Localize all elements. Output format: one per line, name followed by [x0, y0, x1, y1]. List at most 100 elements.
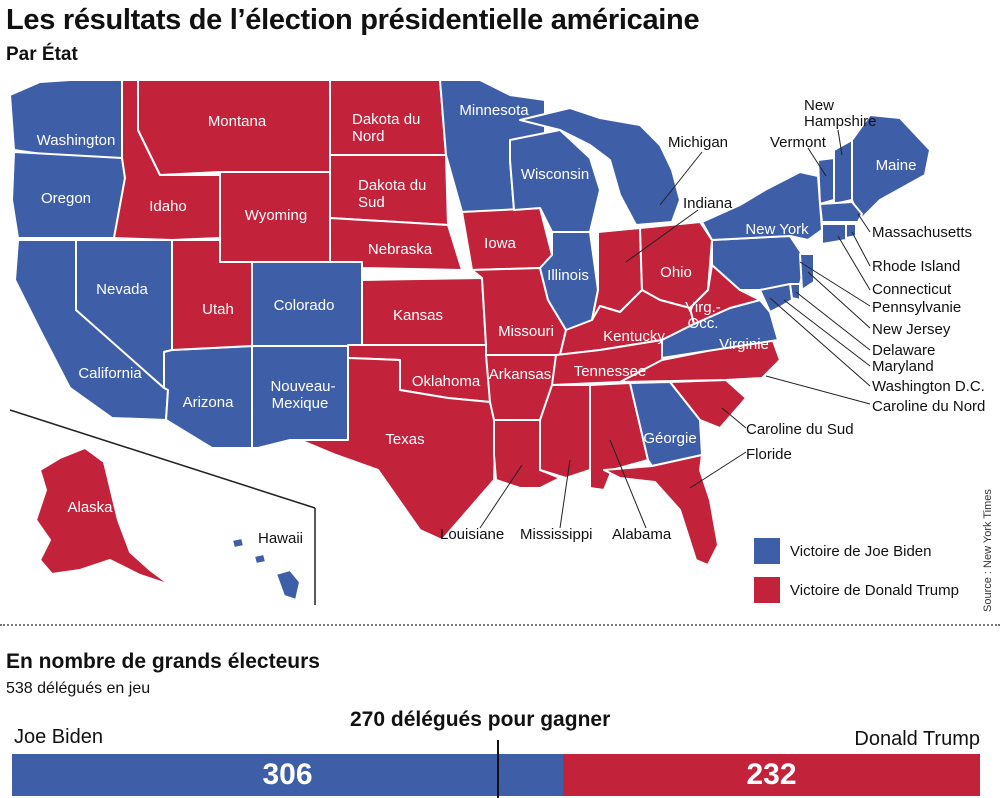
label-north-carolina: Caroline du Nord: [872, 398, 985, 415]
state-new-hampshire[interactable]: [833, 139, 853, 205]
state-utah[interactable]: [171, 239, 253, 351]
label-new-mexico-2: Mexique: [272, 395, 329, 412]
label-texas: Texas: [385, 431, 424, 448]
state-hawaii[interactable]: [275, 569, 301, 601]
label-indiana: Indiana: [683, 195, 733, 212]
biden-name: Joe Biden: [14, 726, 103, 748]
label-kentucky: Kentucky: [603, 328, 665, 345]
label-north-dakota-1: Dakota du: [352, 111, 420, 128]
legend-item-trump: Victoire de Donald Trump: [754, 577, 959, 603]
legend-swatch-trump: [754, 577, 780, 603]
trump-votes-bar: 232: [563, 754, 980, 796]
label-illinois: Illinois: [547, 267, 589, 284]
biden-votes-value: 306: [262, 758, 313, 791]
label-delaware: Delaware: [872, 342, 935, 359]
label-massachusetts: Massachusetts: [872, 224, 972, 241]
label-new-jersey: New Jersey: [872, 321, 951, 338]
us-election-map: Washington Oregon California Nevada Idah…: [9, 79, 985, 605]
label-mississippi: Mississippi: [520, 526, 593, 543]
label-dc: Washington D.C.: [872, 378, 985, 395]
label-new-mexico-1: Nouveau-: [270, 378, 335, 395]
label-washington: Washington: [37, 132, 116, 149]
state-alaska[interactable]: [35, 447, 171, 586]
label-vermont: Vermont: [770, 134, 827, 151]
label-nevada: Nevada: [96, 281, 148, 298]
trump-name: Donald Trump: [854, 728, 980, 750]
label-west-virginia-1: Virg.-: [685, 299, 721, 316]
state-texas[interactable]: [299, 357, 497, 541]
label-oklahoma: Oklahoma: [412, 373, 481, 390]
legend-swatch-biden: [754, 538, 780, 564]
label-west-virginia-2: Occ.: [688, 315, 719, 332]
threshold-label: 270 délégués pour gagner: [350, 708, 611, 731]
label-missouri: Missouri: [498, 323, 554, 340]
state-west-virginia[interactable]: [689, 264, 761, 325]
hawaii-islet: [231, 537, 245, 549]
label-tennessee: Tennessee: [574, 363, 647, 380]
electoral-subheading: 538 délégués en jeu: [6, 680, 151, 697]
label-alabama: Alabama: [612, 526, 672, 543]
label-new-hampshire-1: New: [804, 97, 834, 114]
section-divider: [0, 624, 1000, 626]
legend-label-trump: Victoire de Donald Trump: [790, 581, 959, 599]
label-maine: Maine: [876, 157, 917, 174]
label-south-dakota-1: Dakota du: [358, 177, 426, 194]
label-montana: Montana: [208, 113, 267, 130]
label-west-virginia: Virg.-Occ.: [685, 299, 721, 332]
state-florida[interactable]: [603, 454, 719, 566]
page-subtitle: Par État: [6, 44, 78, 65]
map-legend: Victoire de Joe Biden Victoire de Donald…: [754, 538, 959, 616]
label-georgia: Géorgie: [643, 430, 696, 447]
label-louisiana: Louisiane: [440, 526, 504, 543]
label-north-dakota: Dakota du Nord: [352, 111, 420, 145]
label-utah: Utah: [202, 301, 234, 318]
state-massachusetts[interactable]: [819, 201, 863, 223]
label-minnesota: Minnesota: [459, 102, 529, 119]
label-idaho: Idaho: [149, 198, 187, 215]
label-nebraska: Nebraska: [368, 241, 433, 258]
label-pennsylvania: Pennsylvanie: [872, 299, 961, 316]
label-florida: Floride: [746, 446, 792, 463]
state-vermont[interactable]: [817, 157, 835, 205]
label-south-carolina: Caroline du Sud: [746, 421, 854, 438]
label-arkansas: Arkansas: [489, 366, 552, 383]
trump-votes-value: 232: [746, 758, 797, 791]
state-mississippi[interactable]: [539, 384, 591, 479]
label-iowa: Iowa: [484, 235, 516, 252]
label-south-dakota-2: Sud: [358, 194, 385, 211]
state-connecticut[interactable]: [821, 223, 847, 245]
label-maryland: Maryland: [872, 358, 934, 375]
label-ohio: Ohio: [660, 264, 692, 281]
page-title: Les résultats de l’élection présidentiel…: [6, 4, 700, 36]
hawaii-islet: [253, 553, 267, 565]
inset-divider-line: [9, 409, 316, 509]
legend-label-biden: Victoire de Joe Biden: [790, 542, 932, 560]
label-michigan: Michigan: [668, 134, 728, 151]
label-connecticut: Connecticut: [872, 281, 952, 298]
label-north-dakota-2: Nord: [352, 128, 385, 145]
label-hawaii: Hawaii: [258, 530, 303, 547]
label-wyoming: Wyoming: [245, 207, 307, 224]
label-kansas: Kansas: [393, 307, 443, 324]
label-new-mexico: Nouveau-Mexique: [270, 378, 335, 412]
label-virginia: Virginie: [719, 336, 769, 353]
label-california: California: [78, 365, 142, 382]
label-oregon: Oregon: [41, 190, 91, 207]
threshold-marker: [497, 740, 499, 798]
label-new-york: New York: [745, 221, 809, 238]
source-credit: Source : New York Times: [982, 489, 994, 612]
label-south-dakota: Dakota du Sud: [358, 177, 426, 211]
electoral-bar: 306 232: [12, 754, 980, 796]
label-colorado: Colorado: [274, 297, 335, 314]
label-new-hampshire-2: Hampshire: [804, 113, 877, 130]
label-wisconsin: Wisconsin: [521, 166, 589, 183]
label-rhode-island: Rhode Island: [872, 258, 960, 275]
legend-item-biden: Victoire de Joe Biden: [754, 538, 959, 564]
electoral-heading: En nombre de grands électeurs: [6, 650, 320, 673]
state-michigan[interactable]: [519, 107, 681, 226]
state-new-jersey[interactable]: [799, 253, 815, 291]
state-nebraska[interactable]: [329, 217, 463, 271]
label-arizona: Arizona: [183, 394, 235, 411]
biden-votes-bar: 306: [12, 754, 563, 796]
state-maryland[interactable]: [759, 283, 793, 313]
